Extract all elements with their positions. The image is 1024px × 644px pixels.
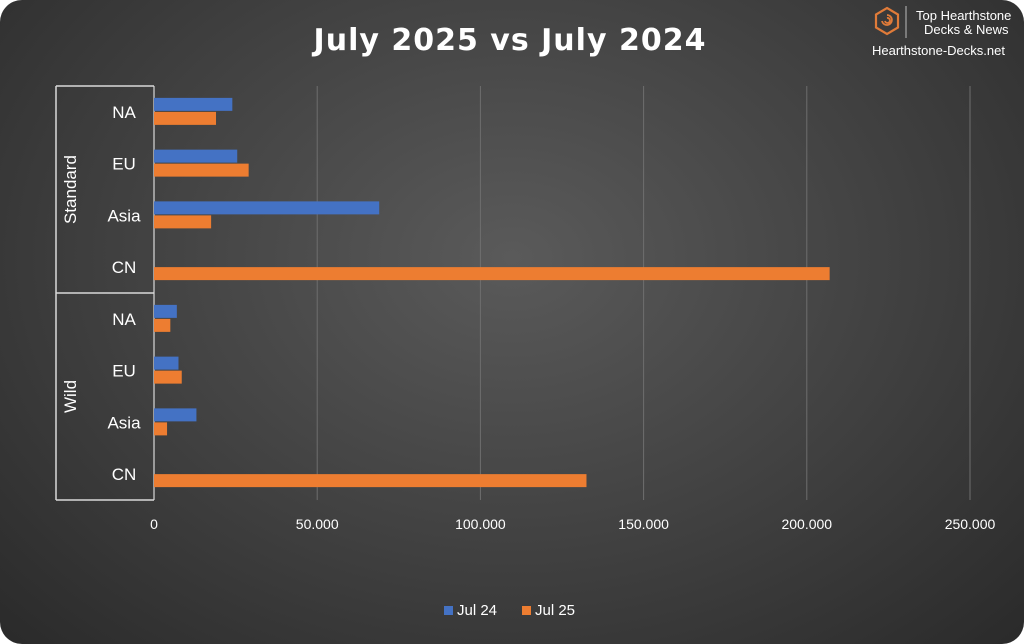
category-labels: NA EU Asia CN NA EU Asia CN bbox=[107, 103, 141, 484]
x-tick-label: 250.000 bbox=[945, 516, 996, 532]
bar-jul-24 bbox=[154, 97, 233, 111]
brand-block: Top Hearthstone Decks & News Hearthstone… bbox=[872, 6, 1011, 58]
bar-jul-25 bbox=[154, 267, 830, 281]
bar-jul-25 bbox=[154, 111, 217, 125]
category-label: NA bbox=[112, 310, 136, 329]
category-label: EU bbox=[112, 362, 136, 381]
category-label: CN bbox=[112, 465, 137, 484]
category-label: Asia bbox=[107, 413, 141, 432]
category-label: EU bbox=[112, 155, 136, 174]
legend-label: Jul 25 bbox=[535, 602, 575, 619]
bar-jul-25 bbox=[154, 474, 587, 488]
category-label: Asia bbox=[107, 206, 141, 225]
grid-lines bbox=[153, 86, 971, 500]
bar-jul-25 bbox=[154, 318, 171, 332]
brand-line1: Top Hearthstone bbox=[916, 8, 1011, 23]
bar-jul-24 bbox=[154, 149, 238, 163]
hexagon-swirl-icon bbox=[874, 6, 900, 36]
bar-jul-24 bbox=[154, 356, 179, 370]
bar-jul-24 bbox=[154, 408, 197, 422]
legend: Jul 24 Jul 25 bbox=[444, 602, 575, 619]
x-tick-labels: 0 50.000 100.000 150.000 200.000 250.000 bbox=[150, 516, 995, 532]
bar-jul-25 bbox=[154, 215, 212, 229]
category-label: NA bbox=[112, 103, 136, 122]
legend-swatch bbox=[522, 606, 531, 615]
bar-jul-24 bbox=[154, 304, 177, 318]
bar-jul-25 bbox=[154, 163, 249, 177]
chart-title: July 2025 vs July 2024 bbox=[312, 23, 707, 58]
group-label: Wild bbox=[61, 380, 80, 413]
x-tick-label: 50.000 bbox=[296, 516, 339, 532]
legend-label: Jul 24 bbox=[457, 602, 497, 619]
x-tick-label: 100.000 bbox=[455, 516, 506, 532]
group-labels: Standard Wild bbox=[55, 85, 154, 501]
x-tick-label: 0 bbox=[150, 516, 158, 532]
legend-swatch bbox=[444, 606, 453, 615]
bars bbox=[154, 97, 830, 488]
bar-jul-25 bbox=[154, 370, 182, 384]
group-label: Standard bbox=[61, 155, 80, 224]
x-tick-label: 200.000 bbox=[781, 516, 832, 532]
brand-line2: Decks & News bbox=[924, 22, 1009, 37]
x-tick-label: 150.000 bbox=[618, 516, 669, 532]
category-label: CN bbox=[112, 258, 137, 277]
bar-jul-25 bbox=[154, 422, 168, 436]
bar-jul-24 bbox=[154, 201, 380, 215]
brand-url: Hearthstone-Decks.net bbox=[872, 43, 1005, 58]
